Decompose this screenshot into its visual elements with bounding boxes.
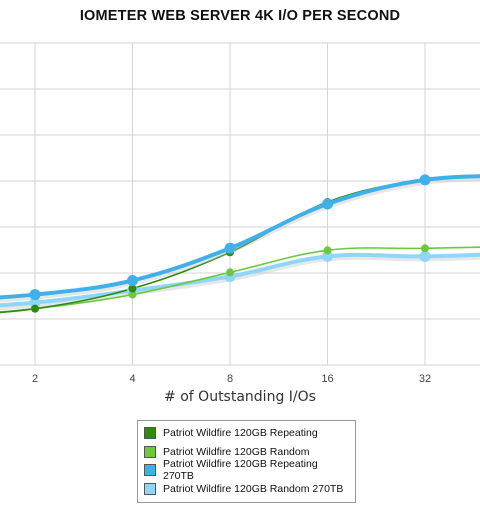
legend-item: Patriot Wildfire 120GB Repeating 270TB <box>144 458 349 483</box>
legend-swatch <box>144 464 156 477</box>
series-points <box>29 174 431 313</box>
x-tick-labels: 2 4 8 16 32 <box>32 373 431 385</box>
series-line <box>0 174 480 300</box>
data-point <box>226 268 234 277</box>
line-chart: 2 4 8 16 32 <box>0 42 480 385</box>
series-lines <box>0 174 480 314</box>
x-tick-label: 32 <box>419 373 431 385</box>
legend-label: Patriot Wildfire 120GB Repeating <box>163 427 318 440</box>
data-point <box>224 242 236 254</box>
data-point <box>323 246 332 255</box>
data-point <box>419 174 431 186</box>
data-point <box>419 250 431 262</box>
x-axis-label: # of Outstanding I/Os <box>164 389 316 405</box>
grid-lines <box>0 42 480 366</box>
x-tick-label: 2 <box>32 373 38 385</box>
series-line <box>0 252 480 308</box>
legend-label: Patriot Wildfire 120GB Repeating 270TB <box>163 458 318 483</box>
data-point <box>128 290 137 299</box>
legend-item: Patriot Wildfire 120GB Random <box>144 443 349 462</box>
chart-title: IOMETER WEB SERVER 4K I/O PER SECOND <box>79 8 401 24</box>
data-point <box>128 284 137 293</box>
data-point <box>29 289 41 301</box>
data-point <box>29 297 41 309</box>
x-tick-label: 4 <box>129 373 135 385</box>
data-point <box>322 250 333 262</box>
legend-label: Patriot Wildfire 120GB Random <box>163 445 310 458</box>
legend-item: Patriot Wildfire 120GB Repeating <box>144 424 349 443</box>
x-tick-label: 8 <box>227 373 233 385</box>
series-line-shadow <box>0 175 480 303</box>
legend-swatch <box>144 482 156 495</box>
data-point <box>322 198 333 210</box>
x-tick-label: 16 <box>321 373 333 385</box>
legend: Patriot Wildfire 120GB Repeating Patriot … <box>137 420 356 503</box>
legend-swatch <box>144 445 156 458</box>
legend-swatch <box>144 427 156 440</box>
data-point <box>31 304 39 313</box>
data-point <box>127 274 138 286</box>
legend-label: Patriot Wildfire 120GB Random 270TB <box>163 482 344 495</box>
legend-item: Patriot Wildfire 120GB Random 270TB <box>144 480 349 499</box>
data-point <box>421 244 429 253</box>
